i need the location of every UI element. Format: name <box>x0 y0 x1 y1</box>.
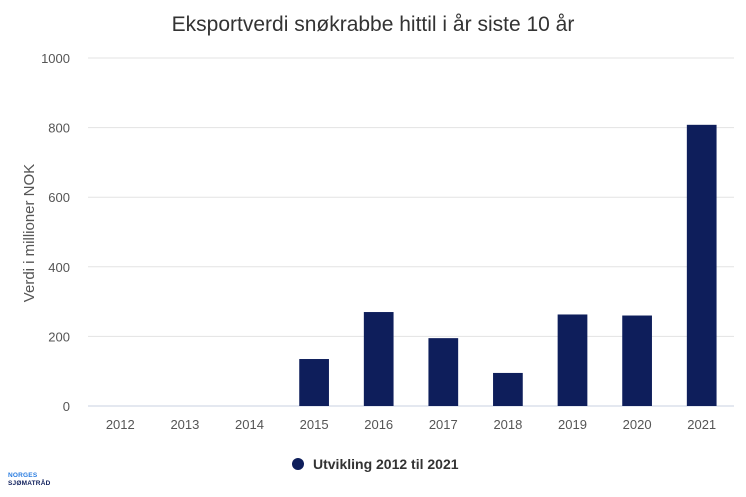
x-tick-label: 2019 <box>558 417 587 432</box>
x-tick-label: 2017 <box>429 417 458 432</box>
bar-2018[interactable] <box>493 372 523 406</box>
x-tick-label: 2015 <box>300 417 329 432</box>
bar-2020[interactable] <box>622 315 652 406</box>
x-tick-label: 2021 <box>687 417 716 432</box>
y-tick-label: 600 <box>48 190 70 205</box>
x-tick-label: 2012 <box>106 417 135 432</box>
y-axis-label: Verdi i millioner NOK <box>21 164 38 302</box>
logo-line-2: SJØMATRÅD <box>8 480 51 487</box>
norges-sjomatrad-logo: NORGES SJØMATRÅD <box>8 472 51 488</box>
x-tick-label: 2016 <box>364 417 393 432</box>
logo-line-1: NORGES <box>8 472 38 479</box>
legend-marker <box>292 458 304 470</box>
x-axis-ticks: 2012 2013 2014 2015 2016 2017 2018 2019 2020 2021 <box>106 417 716 432</box>
y-tick-label: 1000 <box>41 51 70 66</box>
bar-2019[interactable] <box>557 314 588 406</box>
y-tick-label: 200 <box>48 329 70 344</box>
bar-2016[interactable] <box>363 312 394 406</box>
y-tick-label: 0 <box>63 399 70 414</box>
x-tick-label: 2020 <box>623 417 652 432</box>
y-axis-ticks: 0 200 400 600 800 1000 <box>41 51 70 414</box>
x-tick-label: 2013 <box>170 417 199 432</box>
y-tick-label: 400 <box>48 260 70 275</box>
legend-label: Utvikling 2012 til 2021 <box>313 456 459 472</box>
bar-2015[interactable] <box>299 359 329 406</box>
x-tick-label: 2018 <box>493 417 522 432</box>
bar-2021[interactable] <box>686 124 717 406</box>
x-tick-label: 2014 <box>235 417 264 432</box>
y-tick-label: 800 <box>48 121 70 136</box>
bar-2017[interactable] <box>428 338 459 406</box>
chart-title: Eksportverdi snøkrabbe hittil i år siste… <box>172 13 575 36</box>
legend[interactable]: Utvikling 2012 til 2021 <box>292 456 459 472</box>
bar-series <box>299 124 717 406</box>
